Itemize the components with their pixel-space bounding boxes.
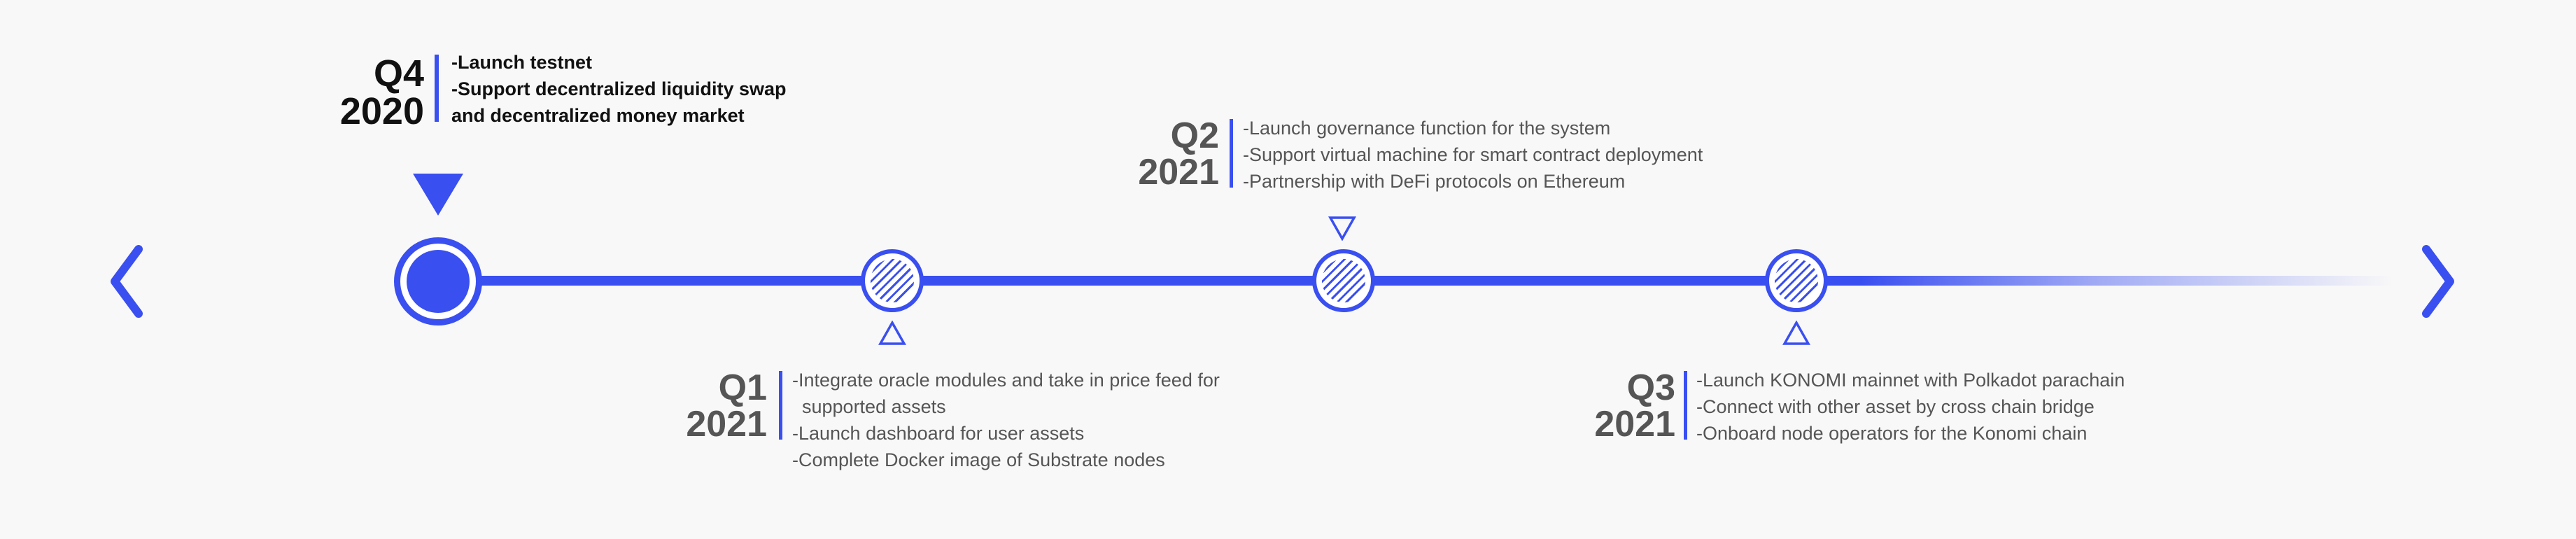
chevron-left-icon — [111, 245, 143, 318]
milestone-node-q4-2020[interactable] — [394, 237, 482, 326]
milestone-quarter: Q1 — [718, 368, 767, 408]
divider-bar — [779, 371, 782, 440]
node-hatch — [871, 259, 914, 302]
milestone-items-q4-2020: -Launch testnet -Support decentralized l… — [451, 49, 787, 129]
triangle-down-icon — [1328, 216, 1356, 241]
milestone-items-q3-2021: -Launch KONOMI mainnet with Polkadot par… — [1696, 367, 2125, 447]
milestone-node-q2-2021[interactable] — [1312, 249, 1375, 312]
milestone-label-q3-2021: Q3 2021 — [1594, 370, 1675, 442]
active-marker-icon — [413, 174, 463, 216]
milestone-label-q2-2021: Q2 2021 — [1138, 118, 1219, 190]
triangle-up-icon — [878, 321, 906, 345]
milestone-quarter: Q2 — [1170, 115, 1219, 156]
milestone-item: -Support decentralized liquidity swap — [451, 78, 787, 99]
node-hatch — [1322, 259, 1365, 302]
next-arrow-button[interactable] — [2418, 245, 2460, 318]
milestone-quarter: Q3 — [1626, 368, 1675, 408]
milestone-items-q1-2021: -Integrate oracle modules and take in pr… — [792, 367, 1220, 473]
milestone-item: -Onboard node operators for the Konomi c… — [1696, 423, 2088, 444]
milestone-year: 2021 — [686, 404, 767, 444]
milestone-year: 2021 — [1138, 152, 1219, 192]
triangle-up-icon — [1782, 321, 1810, 345]
milestone-item: -Launch KONOMI mainnet with Polkadot par… — [1696, 370, 2125, 391]
timeline-line — [455, 276, 1861, 286]
milestone-item: -Complete Docker image of Substrate node… — [792, 449, 1165, 470]
milestone-item: -Integrate oracle modules and take in pr… — [792, 370, 1220, 391]
divider-bar — [435, 55, 439, 122]
milestone-item: supported assets — [802, 396, 946, 417]
milestone-year: 2020 — [339, 90, 424, 132]
milestone-item: -Support virtual machine for smart contr… — [1243, 144, 1703, 165]
divider-bar — [1230, 119, 1233, 188]
milestone-item: and decentralized money market — [451, 105, 745, 126]
milestone-item: -Launch testnet — [451, 52, 593, 73]
node-core — [407, 250, 470, 313]
milestone-item: -Partnership with DeFi protocols on Ethe… — [1243, 171, 1626, 192]
milestone-year: 2021 — [1594, 404, 1675, 444]
divider-bar — [1684, 371, 1687, 440]
milestone-label-q1-2021: Q1 2021 — [686, 370, 767, 442]
milestone-items-q2-2021: -Launch governance function for the syst… — [1243, 115, 1703, 195]
milestone-item: -Launch dashboard for user assets — [792, 423, 1085, 444]
milestone-item: -Launch governance function for the syst… — [1243, 118, 1611, 139]
milestone-node-q3-2021[interactable] — [1765, 249, 1828, 312]
milestone-quarter: Q4 — [373, 52, 424, 94]
milestone-label-q4-2020: Q4 2020 — [340, 55, 424, 130]
node-hatch — [1775, 259, 1818, 302]
chevron-right-icon — [2422, 245, 2454, 318]
timeline-line-fade — [1861, 276, 2393, 286]
prev-arrow-button[interactable] — [105, 245, 147, 318]
milestone-node-q1-2021[interactable] — [861, 249, 924, 312]
milestone-item: -Connect with other asset by cross chain… — [1696, 396, 2095, 417]
